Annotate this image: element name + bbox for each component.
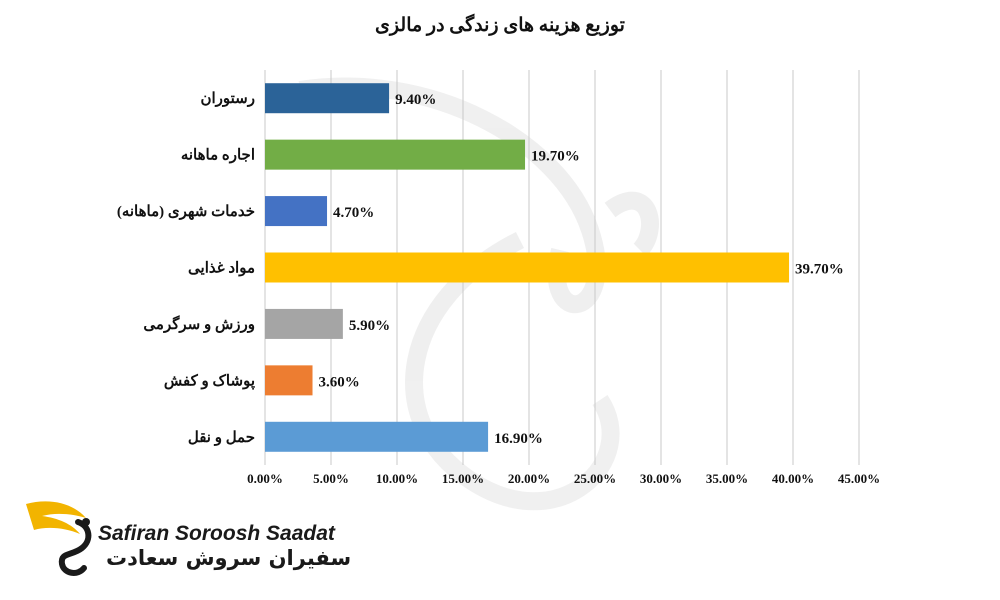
category-label: حمل و نقل — [188, 430, 255, 446]
bar — [265, 252, 790, 283]
x-tick-label: 35.00% — [706, 471, 748, 486]
x-tick-label: 0.00% — [247, 471, 283, 486]
labels: 0.00% 5.00% 10.00% 15.00% 20.00% 25.00% 30.00%… — [117, 91, 880, 486]
category-label: ورزش و سرگرمی — [143, 315, 255, 333]
bar — [265, 365, 313, 396]
data-label: 16.90% — [494, 431, 543, 447]
watermark-swirl — [298, 77, 659, 511]
x-tick-label: 30.00% — [640, 471, 682, 486]
bar — [265, 139, 526, 170]
bar — [265, 83, 390, 114]
company-logo: Safiran Soroosh Saadat سفیران سروش سعادت — [20, 492, 351, 582]
bar — [265, 196, 328, 227]
bird-logo-icon — [26, 501, 92, 576]
x-tick-label: 15.00% — [442, 471, 484, 486]
logo-text-persian: سفیران سروش سعادت — [106, 546, 352, 570]
category-label: خدمات شهری (ماهانه) — [117, 204, 255, 220]
x-tick-label: 45.00% — [838, 471, 880, 486]
category-label: مواد غذایی — [188, 261, 255, 277]
x-tick-label: 20.00% — [508, 471, 550, 486]
data-label: 39.70% — [795, 262, 844, 278]
bars — [265, 83, 790, 452]
data-label: 19.70% — [531, 149, 580, 165]
logo-text-english: Safiran Soroosh Saadat — [98, 522, 335, 545]
category-label: اجاره ماهانه — [181, 148, 255, 164]
bar — [265, 421, 489, 452]
data-label: 3.60% — [319, 374, 360, 390]
chart-title: توزیع هزینه های زندگی در مالزی — [375, 15, 625, 36]
category-label: رستوران — [200, 91, 255, 107]
bar — [265, 308, 343, 339]
x-tick-label: 5.00% — [313, 471, 349, 486]
x-tick-label: 25.00% — [574, 471, 616, 486]
category-label: پوشاک و کفش — [164, 373, 255, 390]
x-tick-label: 40.00% — [772, 471, 814, 486]
data-label: 9.40% — [395, 92, 436, 108]
data-label: 4.70% — [333, 205, 374, 221]
data-label: 5.90% — [349, 318, 390, 334]
x-tick-label: 10.00% — [376, 471, 418, 486]
